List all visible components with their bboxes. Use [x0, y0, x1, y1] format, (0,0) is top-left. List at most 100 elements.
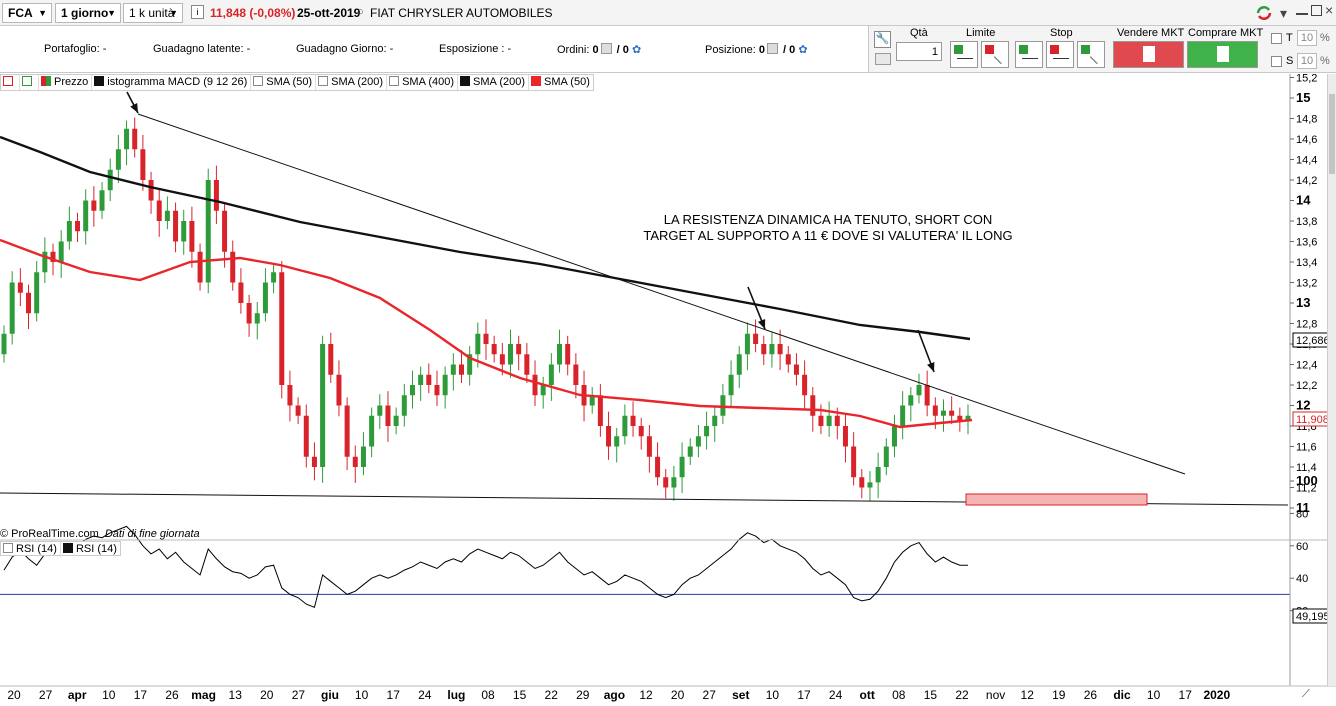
s-checkbox[interactable] — [1271, 56, 1282, 67]
candle-body — [834, 415, 840, 426]
candle-body — [810, 395, 816, 416]
units-selector[interactable]: 1 k unità ▼ — [123, 3, 183, 23]
candle-body — [761, 344, 767, 355]
legend-rsi-b[interactable]: RSI (14) — [61, 542, 120, 557]
timeframe-selector[interactable]: 1 giorno ▼ — [55, 3, 121, 23]
date-tick-label: 20 — [260, 688, 274, 702]
candle-body — [91, 200, 97, 211]
candle-body — [965, 415, 971, 421]
rsi-legend: RSI (14) RSI (14) — [0, 541, 121, 557]
legend-sma50-hidden[interactable]: SMA (50) — [251, 75, 317, 90]
symbol-selector[interactable]: FCA ▼ — [2, 3, 52, 23]
sell-market-button[interactable] — [1113, 41, 1184, 68]
stop-sell-button[interactable] — [1046, 41, 1074, 68]
price-tick-label: 13,8 — [1296, 216, 1317, 228]
sell-mkt-label: Vendere MKT — [1117, 27, 1185, 39]
positions-status[interactable]: Posizione: 0 / 0 ✿ — [705, 43, 808, 56]
candle-body — [597, 395, 603, 426]
legend-sma200-label: SMA (200) — [473, 76, 526, 88]
legend-sma200[interactable]: SMA (200) — [458, 75, 530, 90]
candle-body — [548, 364, 554, 385]
price-tick-label: 13,6 — [1296, 237, 1317, 249]
account-summary-bar: Portafoglio: - Guadagno latente: - Guada… — [0, 26, 868, 72]
t-checkbox[interactable] — [1271, 33, 1282, 44]
t-percent-input[interactable]: 10 — [1297, 30, 1317, 46]
stop-trailing-button[interactable] — [1077, 41, 1105, 68]
legend-macd[interactable]: istogramma MACD (9 12 26) — [92, 75, 252, 90]
limit-sell-button[interactable] — [981, 41, 1009, 68]
legend-sma200-hidden-label: SMA (200) — [331, 76, 384, 88]
minimize-icon[interactable] — [1296, 5, 1308, 15]
sell-doc-icon — [1143, 46, 1155, 62]
candle-body — [173, 210, 179, 242]
gear-icon[interactable]: ✿ — [798, 44, 808, 56]
maximize-icon[interactable] — [1311, 5, 1322, 16]
candle-body — [475, 333, 481, 355]
stop-buy-button[interactable] — [1015, 41, 1043, 68]
refresh-icon[interactable] — [1254, 4, 1274, 22]
candle-body — [622, 415, 628, 437]
info-icon[interactable]: i — [191, 5, 204, 19]
legend-price[interactable]: Prezzo — [39, 75, 93, 90]
candle-body — [107, 169, 113, 191]
chart-footer: © ProRealTime.com Dati di fine giornata — [0, 528, 200, 540]
date-tick-label: giu — [321, 688, 339, 702]
quantity-input[interactable] — [896, 42, 942, 61]
candle-body — [58, 241, 64, 262]
candle-body — [295, 405, 301, 416]
close-positions-icon[interactable] — [766, 43, 778, 54]
candle-body — [352, 456, 358, 467]
candle-body — [508, 344, 514, 365]
date-tick-label: mag — [191, 688, 216, 702]
legend-sma400[interactable]: SMA (400) — [387, 75, 459, 90]
candle-body — [385, 405, 391, 426]
legend-red-arrow-icon[interactable] — [1, 75, 20, 90]
keyboard-icon[interactable] — [875, 53, 891, 65]
candle-body — [344, 405, 350, 457]
wrench-icon[interactable]: 🔧 — [874, 31, 891, 48]
date-tick-label: 17 — [797, 688, 811, 702]
candle-body — [720, 395, 726, 416]
candle-body — [908, 395, 914, 406]
price-tick-label: 13,4 — [1296, 257, 1317, 269]
last-price-tag: 11,908 — [1296, 414, 1329, 426]
s-percent-input[interactable]: 10 — [1297, 53, 1317, 69]
buy-market-button[interactable] — [1187, 41, 1258, 68]
candle-body — [189, 221, 195, 252]
legend-green-arrow-icon[interactable] — [20, 75, 39, 90]
stop-label: Stop — [1050, 27, 1073, 39]
resize-icon[interactable]: ⟋ — [1302, 688, 1310, 700]
candle-body — [246, 303, 252, 324]
cancel-orders-icon[interactable] — [600, 43, 612, 54]
candle-body — [458, 364, 464, 375]
symbol-label: FCA — [8, 6, 33, 20]
legend-sma50-label: SMA (50) — [544, 76, 590, 88]
gear-icon[interactable]: ✿ — [631, 44, 642, 56]
candle-body — [728, 374, 734, 396]
window-list-icon[interactable]: ▾ — [1280, 5, 1288, 21]
candle-body — [181, 221, 187, 242]
t-label: T — [1286, 32, 1293, 44]
price-tick-label: 11,6 — [1296, 442, 1317, 454]
date-tick-label: ago — [604, 688, 625, 702]
candle-body — [540, 385, 546, 396]
legend-sma50[interactable]: SMA (50) — [529, 75, 593, 90]
limit-buy-button[interactable] — [950, 41, 978, 68]
candle-body — [957, 415, 963, 421]
date-tick-label: nov — [986, 688, 1005, 702]
orders-status[interactable]: Ordini: 0 / 0 ✿ — [557, 43, 641, 56]
candle-body — [638, 426, 644, 437]
legend-sma200-hidden[interactable]: SMA (200) — [316, 75, 388, 90]
portfolio-label: Portafoglio: - — [44, 43, 107, 55]
legend-price-label: Prezzo — [54, 76, 89, 88]
scrollbar-thumb[interactable] — [1329, 94, 1335, 174]
quote-date: 25-ott-2019 — [297, 6, 361, 20]
close-icon[interactable]: × — [1325, 2, 1334, 18]
legend-rsi-a[interactable]: RSI (14) — [1, 542, 61, 557]
candle-body — [222, 210, 228, 252]
s-label: S — [1286, 55, 1294, 67]
orders-count: 0 — [592, 44, 599, 56]
date-tick-label: dic — [1113, 688, 1131, 702]
vertical-scrollbar[interactable] — [1327, 74, 1336, 686]
